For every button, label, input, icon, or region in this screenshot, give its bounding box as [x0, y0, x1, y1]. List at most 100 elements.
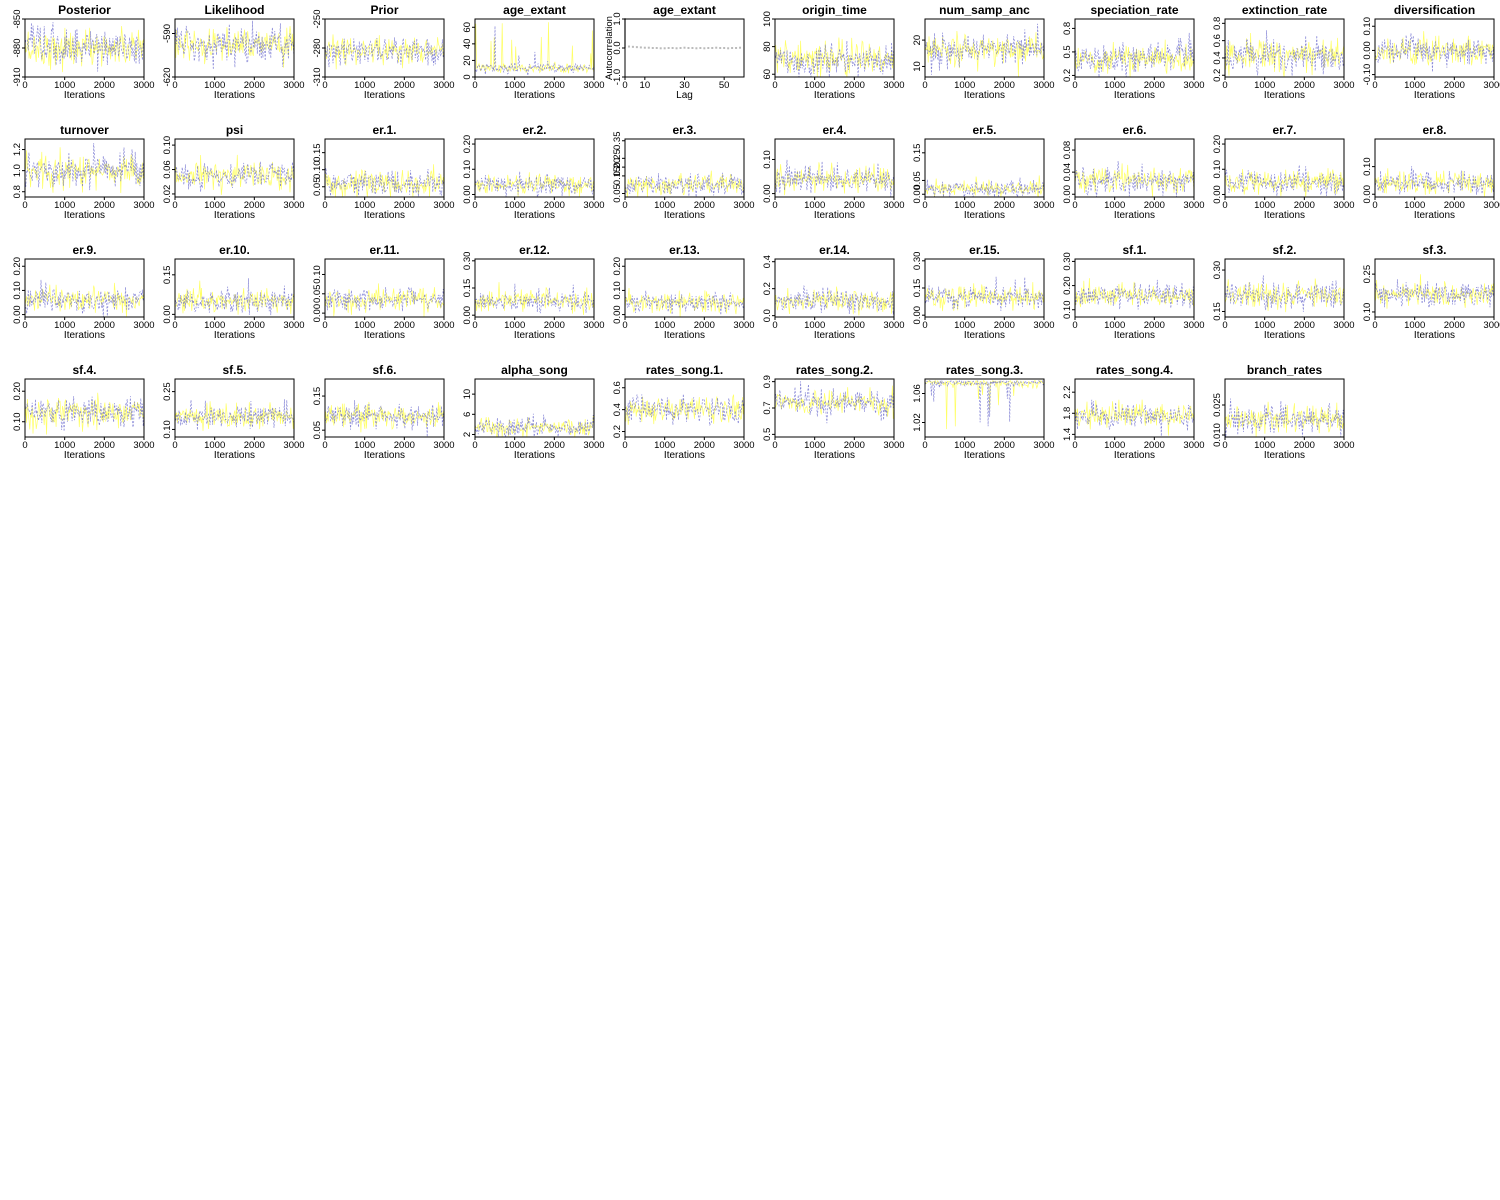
plot-frame [1074, 138, 1195, 198]
x-tick-label: 0 [622, 80, 627, 91]
trace-panel: age_extant 0 10 30 50 -1.0 0.0 1.0 Lag Autocorrel… [604, 0, 755, 120]
x-axis-label: Iterations [1114, 90, 1155, 101]
x-tick-label: 2000 [544, 320, 565, 331]
y-tick-label: 0.8 [12, 185, 23, 198]
x-tick-label: 3000 [883, 320, 904, 331]
panel-svg: num_samp_anc 0 1000 2000 3000 10 20 Iterations [912, 3, 1055, 101]
x-tick-label: 30 [679, 80, 690, 91]
y-tick-label: -850 [12, 9, 23, 28]
trace-chain-2 [775, 40, 894, 77]
x-tick-label: 0 [1222, 440, 1227, 451]
acf-point [687, 47, 690, 49]
x-tick-label: 1000 [1104, 320, 1125, 331]
x-tick-label: 1000 [1104, 440, 1125, 451]
panel-title: origin_time [802, 3, 867, 17]
x-tick-label: 1000 [1404, 80, 1425, 91]
panel-svg: rates_song.2. 0 1000 2000 3000 0.5 0.7 0.9 Itera… [762, 363, 905, 461]
x-tick-label: 1000 [1104, 200, 1125, 211]
x-tick-label: 0 [322, 200, 327, 211]
y-tick-label: -1.0 [612, 69, 623, 85]
acf-point [727, 47, 730, 50]
x-axis-label: Iterations [364, 90, 405, 101]
x-axis-label: Iterations [814, 210, 855, 221]
panel-title: Likelihood [205, 3, 265, 17]
x-tick-label: 1000 [1254, 80, 1275, 91]
acf-point [723, 47, 726, 49]
x-tick-label: 1000 [504, 200, 525, 211]
plot-frame [1074, 258, 1195, 318]
y-tick-label: 0.5 [762, 428, 773, 441]
acf-point [679, 47, 682, 49]
panel-svg: er.7. 0 1000 2000 3000 0.00 0.10 0.20 Iterations [1212, 123, 1355, 221]
y-tick-label: -880 [12, 38, 23, 57]
trace-panel: rates_song.3. 0 1000 2000 3000 1.02 1.06 Iterat… [905, 360, 1055, 480]
x-tick-label: 0 [1072, 320, 1077, 331]
acf-point [719, 47, 722, 49]
trace-panel: extinction_rate 0 1000 2000 3000 0.2 0.4 0.6 0.8… [1205, 0, 1355, 120]
x-tick-label: 3000 [133, 320, 154, 331]
acf-point [691, 47, 694, 49]
y-tick-label: 0.05 [912, 171, 923, 190]
panel-title: sf.2. [1272, 243, 1296, 257]
trace-panel: turnover 0 1000 2000 3000 0.8 1.0 1.2 Iterations [5, 120, 155, 240]
x-tick-label: 1000 [954, 200, 975, 211]
panel-title: rates_song.1. [646, 363, 723, 377]
panel-svg: er.5. 0 1000 2000 3000 0.000.05 0.15 Iterations [912, 123, 1055, 221]
y-tick-label: 20 [912, 35, 923, 46]
x-tick-label: 2000 [694, 440, 715, 451]
y-tick-label: 0.00 [462, 306, 473, 325]
x-tick-label: 1000 [804, 80, 825, 91]
y-tick-label: 0.25 [162, 382, 173, 401]
y-tick-label: 0.08 [1062, 141, 1073, 160]
plot-frame [24, 138, 145, 198]
panel-svg: speciation_rate 0 1000 2000 3000 0.2 0.5 0.8 Ite… [1062, 3, 1205, 101]
x-tick-label: 1000 [504, 440, 525, 451]
x-tick-label: 3000 [133, 80, 154, 91]
y-tick-label: 0.2 [1062, 69, 1073, 82]
x-axis-label: Iterations [64, 330, 105, 341]
x-tick-label: 3000 [733, 200, 754, 211]
x-tick-label: 1000 [54, 320, 75, 331]
panel-title: branch_rates [1247, 363, 1323, 377]
y-tick-label: 0.05 [312, 178, 323, 197]
trace-panel: er.13. 0 1000 2000 3000 0.00 0.10 0.20 Iteration… [605, 240, 755, 360]
panel-svg: er.12. 0 1000 2000 3000 0.00 0.15 0.30 Iteration… [462, 243, 605, 341]
trace-chain-2 [1075, 279, 1194, 310]
x-tick-label: 1000 [804, 200, 825, 211]
y-tick-label: 0.00 [312, 304, 323, 323]
trace-chain-2 [25, 396, 144, 432]
x-tick-label: 1000 [1254, 320, 1275, 331]
panel-svg: Prior 0 1000 2000 3000 -310 -280 -250 Iterations [312, 3, 455, 101]
trace-chain-2 [175, 278, 294, 316]
x-tick-label: 2000 [544, 440, 565, 451]
trace-chain-1 [625, 170, 744, 197]
y-tick-label: 0.15 [1212, 302, 1223, 321]
x-tick-label: 2000 [94, 200, 115, 211]
acf-point [735, 47, 738, 49]
x-tick-label: 2000 [844, 80, 865, 91]
x-tick-label: 0 [772, 200, 777, 211]
acf-point [683, 46, 686, 49]
y-tick-label: 0.6 [612, 381, 623, 394]
panel-svg: extinction_rate 0 1000 2000 3000 0.2 0.4 0.6 0.8… [1212, 3, 1355, 101]
panel-svg: sf.5. 0 1000 2000 3000 0.10 0.25 Iterations [162, 363, 305, 461]
x-tick-label: 1000 [354, 440, 375, 451]
y-tick-label: 0.00 [912, 306, 923, 325]
x-tick-label: 2000 [1294, 320, 1315, 331]
x-tick-label: 2000 [544, 200, 565, 211]
x-tick-label: 3000 [883, 200, 904, 211]
y-tick-label: 6 [462, 412, 473, 417]
panel-title: speciation_rate [1090, 3, 1178, 17]
y-tick-label: -250 [312, 9, 323, 28]
x-tick-label: 2000 [1144, 440, 1165, 451]
x-tick-label: 1000 [354, 200, 375, 211]
acf-point [699, 47, 702, 49]
plot-frame [1224, 138, 1345, 198]
panel-title: sf.6. [372, 363, 396, 377]
x-tick-label: 3000 [433, 440, 454, 451]
trace-chain-2 [175, 161, 294, 192]
trace-panel: diversification 0 1000 2000 3000 -0.10 0.00 0.1… [1355, 0, 1500, 120]
x-tick-label: 3000 [283, 320, 304, 331]
x-tick-label: 3000 [1333, 320, 1354, 331]
x-tick-label: 0 [472, 440, 477, 451]
